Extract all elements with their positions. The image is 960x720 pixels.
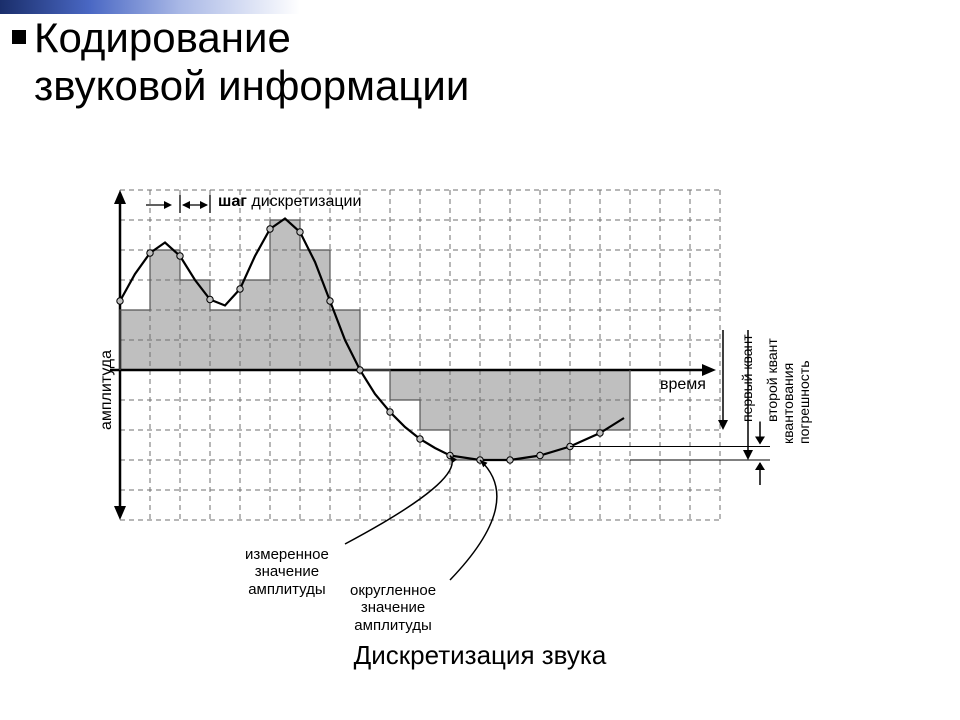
sampling-step-label: шаг дискретизации [218,193,361,211]
anno-line: амплитуды [248,581,325,598]
anno-line: значение [255,563,319,580]
x-axis-label: время [660,376,706,394]
y-axis-label: амплитуда [98,350,116,430]
anno-line: амплитуды [354,617,431,634]
anno-line: измеренное [245,546,329,563]
step-label-bold: шаг [218,193,247,210]
rounded-value-annotation: округленное значение амплитуды [350,582,436,634]
sampling-chart [0,0,960,720]
figure-caption: Дискретизация звука [0,640,960,671]
second-quant-label: второй квант [764,338,780,422]
step-label-rest: дискретизации [247,193,362,210]
quant-error-label-2: квантования [780,363,796,444]
slide: Кодирование звуковой информации амплитуд… [0,0,960,720]
anno-line: значение [361,599,425,616]
quant-error-label-1: погрешность [796,360,812,444]
anno-line: округленное [350,582,436,599]
measured-value-annotation: измеренное значение амплитуды [245,546,329,598]
first-quant-label: первый квант [739,334,755,422]
